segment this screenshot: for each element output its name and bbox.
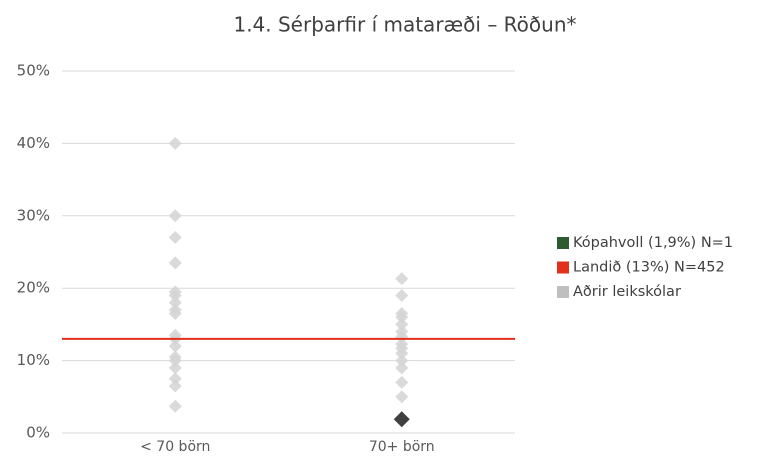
point [395,354,409,368]
point [168,296,182,310]
legend-swatch [557,261,569,274]
point [395,361,409,375]
chart-title: 1.4. Sérþarfir í mataræði – Röðun* [233,13,576,37]
point [168,209,182,223]
point [393,411,410,428]
point [395,346,409,360]
legend-label: Aðrir leikskólar [573,284,681,300]
y-tick-label: 20% [17,279,50,297]
point [168,256,182,270]
point [395,330,409,344]
point [168,354,182,368]
point [395,272,409,286]
point [395,390,409,404]
legend-swatch [557,286,569,298]
point [168,288,182,302]
point [395,375,409,389]
point [168,379,182,393]
point [168,399,182,413]
y-tick-label: 50% [17,62,50,80]
x-tick-label: 70+ börn [369,439,435,455]
y-tick-label: 10% [17,351,50,369]
legend-label: Landið (13%) N=452 [573,260,725,276]
point [168,231,182,245]
y-tick-label: 40% [17,134,50,152]
point [395,310,409,324]
x-tick-label: < 70 börn [140,439,210,455]
y-tick-label: 30% [17,206,50,224]
point [168,307,182,321]
point [168,361,182,375]
legend-label: Kópahvoll (1,9%) N=1 [573,235,733,251]
point [168,339,182,353]
y-tick-label: 0% [26,424,50,442]
point [395,288,409,302]
point [168,136,182,150]
point [395,317,409,331]
legend-swatch [557,237,569,249]
point [168,372,182,386]
